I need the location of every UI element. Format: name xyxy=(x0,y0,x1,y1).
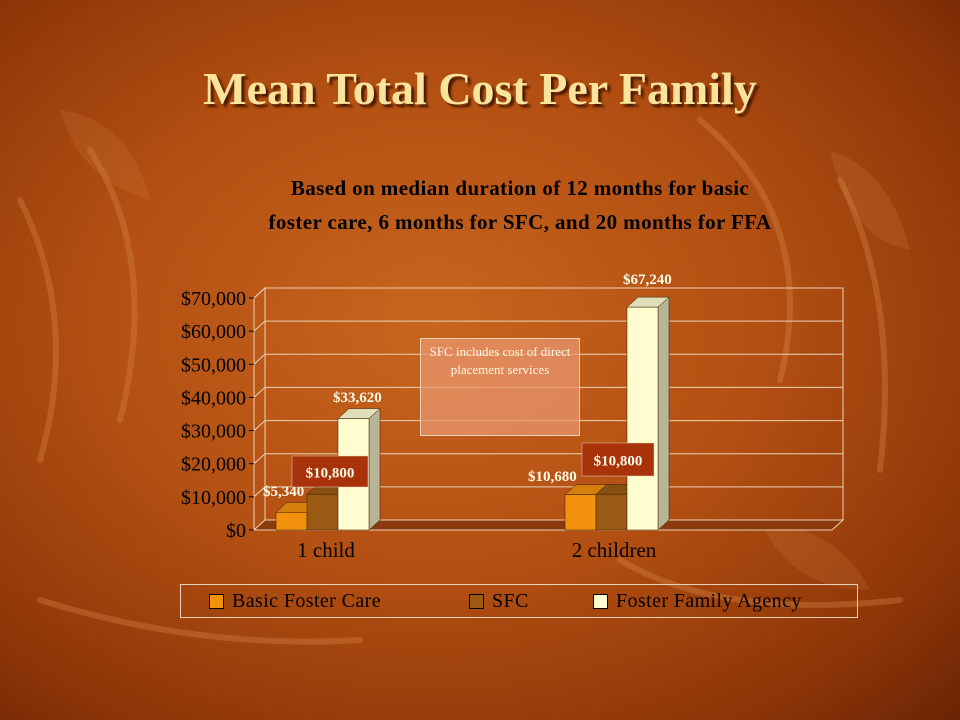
legend-label: SFC xyxy=(492,589,529,612)
data-label: $67,240 xyxy=(623,272,672,288)
y-tick-label: $30,000 xyxy=(181,421,246,443)
chart-subtitle-line-2: foster care, 6 months for SFC, and 20 mo… xyxy=(268,210,772,234)
x-tick-label: 1 child xyxy=(297,538,355,562)
gridline xyxy=(253,287,843,299)
bar-foster-family-agency-1-child xyxy=(337,408,381,531)
annotation-box: SFC includes cost of direct placement se… xyxy=(420,338,580,436)
legend-label: Basic Foster Care xyxy=(232,589,381,612)
bar-foster-family-agency-2-children xyxy=(626,296,670,531)
gridline xyxy=(253,320,843,332)
data-label-box xyxy=(581,442,655,477)
data-label: $10,800 xyxy=(594,454,643,470)
legend-label: Foster Family Agency xyxy=(616,589,802,612)
slide-title: Mean Total Cost Per Family xyxy=(203,63,757,114)
data-label: $10,800 xyxy=(306,466,355,482)
x-tick-label: 2 children xyxy=(572,538,657,562)
y-tick-label: $60,000 xyxy=(181,321,246,343)
y-tick-label: $10,000 xyxy=(181,487,246,509)
data-label: $10,680 xyxy=(528,469,577,485)
legend-item-basic-foster-care: Basic Foster Care xyxy=(209,585,381,617)
y-tick-label: $40,000 xyxy=(181,387,246,409)
legend-item-sfc: SFC xyxy=(469,585,529,617)
legend: Basic Foster Care SFC Foster Family Agen… xyxy=(180,584,858,618)
data-label: $33,620 xyxy=(333,390,382,406)
y-tick-label: $20,000 xyxy=(181,454,246,476)
legend-item-foster-family-agency: Foster Family Agency xyxy=(593,585,802,617)
data-label: $5,340 xyxy=(263,484,304,500)
y-tick-label: $50,000 xyxy=(181,354,246,376)
y-tick-label: $70,000 xyxy=(181,288,246,310)
data-label-box xyxy=(291,455,369,488)
legend-swatch-sfc xyxy=(469,593,484,609)
legend-swatch-foster-family-agency xyxy=(593,593,608,609)
y-tick-label: $0 xyxy=(226,520,246,542)
legend-swatch-basic-foster-care xyxy=(209,593,224,609)
chart-subtitle-line-1: Based on median duration of 12 months fo… xyxy=(290,176,750,200)
